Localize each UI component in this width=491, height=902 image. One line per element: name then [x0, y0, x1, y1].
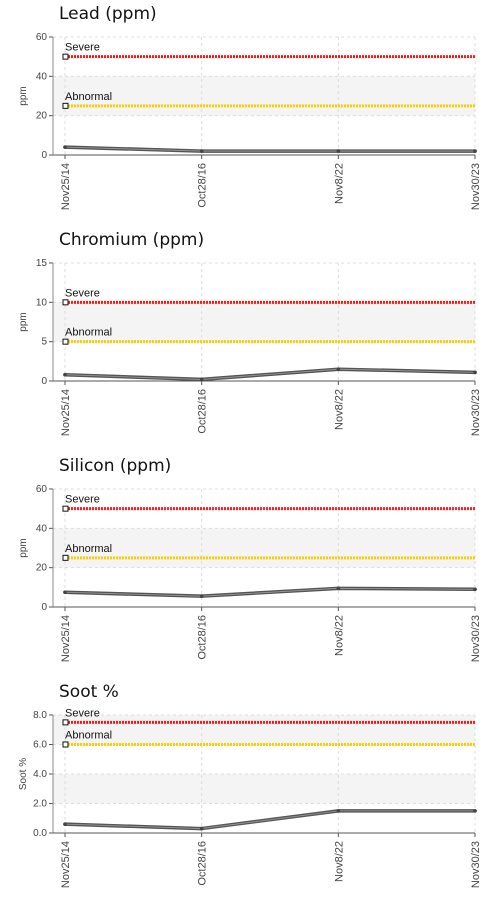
limit-marker [62, 102, 69, 109]
severe-limit-label: Severe [65, 707, 100, 719]
y-tick-label: 6.0 [33, 740, 47, 751]
y-tick-label: 10 [36, 297, 48, 308]
limit-marker [62, 554, 69, 561]
grid-band [53, 715, 475, 745]
y-tick-label: 60 [36, 484, 48, 495]
x-tick-label: Oct28/16 [197, 615, 209, 660]
x-tick-label: Oct28/16 [197, 163, 209, 208]
x-tick-label: Nov8/22 [333, 163, 345, 204]
x-tick-label: Nov8/22 [333, 615, 345, 656]
data-point [473, 149, 477, 153]
data-point [199, 826, 204, 831]
y-tick-label: 20 [36, 563, 48, 574]
y-tick-label: 2.0 [33, 799, 47, 810]
grid-band [53, 76, 475, 116]
y-tick-label: 0 [41, 376, 47, 387]
y-tick-label: 20 [36, 111, 48, 122]
data-point [336, 809, 341, 813]
silicon-chart: 0 20 40 60 Nov25/14 Oct28/16 Nov8/22 Nov30/23 pp… [18, 484, 482, 662]
silicon-chart-panel: Silicon (ppm) 0 20 40 60 Nov25/14 Oct28/16 Nov… [0, 452, 491, 676]
x-tick-label: Nov25/14 [60, 615, 72, 662]
series-line-highlight [64, 587, 476, 597]
limit-marker [62, 53, 69, 60]
y-tick-label: 4.0 [33, 769, 47, 780]
limit-marker [62, 719, 69, 726]
grid-band [53, 528, 475, 568]
y-tick-label: 40 [36, 71, 48, 82]
data-point [63, 145, 67, 149]
y-tick-label: 8.0 [33, 710, 47, 721]
y-axis-label: Soot % [18, 758, 29, 790]
data-point [336, 149, 341, 153]
y-axis-label: ppm [18, 86, 29, 105]
severe-limit-label: Severe [65, 42, 100, 54]
data-point [63, 590, 67, 595]
data-point [63, 372, 67, 377]
y-tick-label: 15 [36, 258, 48, 269]
chart-title: Silicon (ppm) [59, 456, 172, 476]
x-tick-label: Nov30/23 [470, 841, 482, 888]
y-tick-label: 0 [41, 602, 47, 613]
abnormal-limit-label: Abnormal [65, 543, 112, 555]
y-tick-label: 40 [36, 523, 48, 534]
chart-title: Soot % [59, 682, 119, 702]
chart-title: Lead (ppm) [59, 4, 157, 24]
y-axis-label: ppm [18, 538, 29, 557]
soot-chart-panel: Soot % 0.0 2.0 4.0 6.0 8.0 Nov25/14 Oct28/16 No… [0, 678, 491, 902]
x-tick-label: Nov25/14 [60, 841, 72, 888]
lead-chart: 0 20 40 60 Nov25/14 Oct28/16 Nov8/22 Nov30/23 pp… [18, 32, 482, 210]
lead-chart-panel: Lead (ppm) 0 20 40 60 Nov25/14 Oct28/16 Nov8/2… [0, 0, 491, 224]
y-tick-label: 60 [36, 32, 48, 43]
grid-band [53, 774, 475, 804]
chromium-chart-panel: Chromium (ppm) 0 5 10 15 Nov25/14 Oct28/16 Nov… [0, 226, 491, 450]
x-tick-label: Oct28/16 [197, 389, 209, 434]
x-tick-label: Nov8/22 [333, 841, 345, 882]
x-tick-label: Nov8/22 [333, 389, 345, 430]
data-point [336, 586, 341, 591]
series-line-highlight [64, 146, 475, 152]
chart-title: Chromium (ppm) [59, 230, 205, 250]
data-point [199, 594, 204, 598]
data-point [473, 809, 477, 813]
series-line-highlight [64, 810, 475, 829]
severe-limit-label: Severe [65, 287, 100, 299]
limit-marker [62, 741, 69, 748]
abnormal-limit-label: Abnormal [65, 730, 112, 742]
x-tick-label: Nov30/23 [470, 389, 482, 436]
severe-limit-label: Severe [65, 494, 100, 506]
y-tick-label: 0.0 [33, 828, 47, 839]
chromium-chart: 0 5 10 15 Nov25/14 Oct28/16 Nov8/22 Nov30/23 ppm… [18, 258, 482, 436]
x-tick-label: Oct28/16 [197, 841, 209, 886]
soot-chart: 0.0 2.0 4.0 6.0 8.0 Nov25/14 Oct28/16 Nov8/22 No… [18, 707, 482, 888]
limit-marker [62, 299, 69, 306]
y-tick-label: 0 [41, 150, 47, 161]
y-tick-label: 5 [41, 337, 47, 348]
data-point [473, 587, 477, 592]
data-point [473, 370, 477, 375]
y-axis-label: ppm [18, 312, 29, 331]
data-point [63, 822, 67, 826]
limit-marker [62, 338, 69, 345]
abnormal-limit-label: Abnormal [65, 327, 112, 339]
data-point [199, 377, 204, 382]
abnormal-limit-label: Abnormal [65, 91, 112, 103]
x-tick-label: Nov25/14 [60, 389, 72, 436]
grid-band [53, 302, 475, 342]
x-tick-label: Nov30/23 [470, 615, 482, 662]
x-tick-label: Nov25/14 [60, 163, 72, 210]
limit-marker [62, 505, 69, 512]
x-tick-label: Nov30/23 [470, 163, 482, 210]
data-point [199, 149, 204, 153]
data-point [336, 367, 341, 371]
series-line-highlight [64, 368, 476, 380]
